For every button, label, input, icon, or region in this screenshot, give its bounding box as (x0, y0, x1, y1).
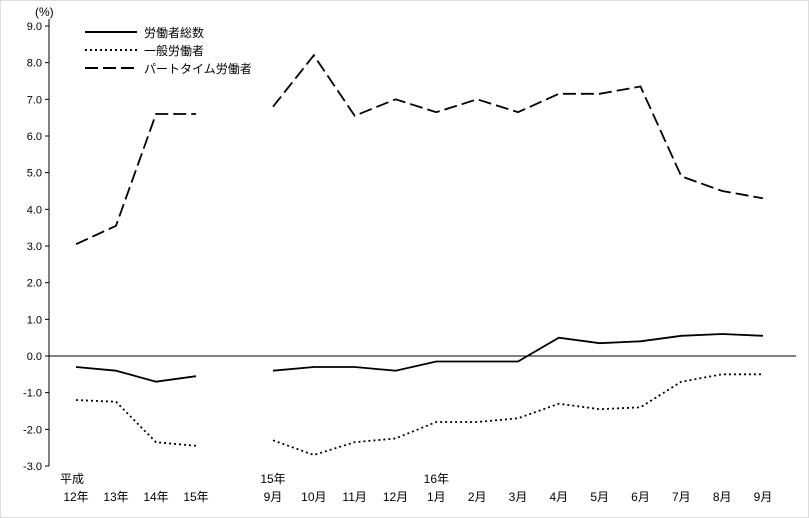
svg-text:8月: 8月 (713, 490, 732, 504)
svg-text:8.0: 8.0 (27, 58, 42, 70)
svg-text:7月: 7月 (672, 490, 691, 504)
svg-text:4月: 4月 (549, 490, 568, 504)
svg-text:-2.0: -2.0 (23, 424, 42, 436)
svg-text:3.0: 3.0 (27, 241, 42, 253)
svg-text:6月: 6月 (631, 490, 650, 504)
dotted-line-icon (85, 49, 137, 51)
svg-text:12月: 12月 (383, 490, 408, 504)
legend-label-total-workers: 労働者総数 (144, 25, 205, 40)
y-axis-unit-label: (%) (35, 5, 54, 19)
svg-text:9.0: 9.0 (27, 21, 42, 33)
svg-text:15年: 15年 (183, 490, 208, 504)
svg-text:-1.0: -1.0 (23, 388, 42, 400)
svg-text:16年: 16年 (424, 472, 449, 486)
solid-line-icon (85, 31, 137, 33)
svg-text:1月: 1月 (427, 490, 446, 504)
dashed-line-icon (85, 67, 137, 69)
legend-item-total-workers: 労働者総数 (85, 23, 252, 41)
svg-text:9月: 9月 (754, 490, 773, 504)
svg-text:11月: 11月 (342, 490, 366, 504)
svg-text:7.0: 7.0 (27, 94, 42, 106)
svg-text:2月: 2月 (468, 490, 487, 504)
svg-text:-3.0: -3.0 (23, 461, 42, 473)
svg-text:5月: 5月 (590, 490, 609, 504)
svg-text:6.0: 6.0 (27, 131, 42, 143)
svg-text:4.0: 4.0 (27, 204, 42, 216)
svg-text:1.0: 1.0 (27, 314, 42, 326)
svg-text:9月: 9月 (264, 490, 283, 504)
svg-text:5.0: 5.0 (27, 168, 42, 180)
legend-item-parttime-workers: パートタイム労働者 (85, 59, 252, 77)
svg-text:2.0: 2.0 (27, 278, 42, 290)
svg-text:13年: 13年 (103, 490, 128, 504)
svg-text:15年: 15年 (260, 472, 285, 486)
svg-text:14年: 14年 (143, 490, 168, 504)
svg-text:12年: 12年 (63, 490, 88, 504)
svg-text:平成: 平成 (60, 472, 84, 486)
svg-text:0.0: 0.0 (27, 351, 42, 363)
legend-label-general-workers: 一般労働者 (144, 43, 205, 58)
svg-text:10月: 10月 (301, 490, 326, 504)
chart-legend: 労働者総数 一般労働者 パートタイム労働者 (85, 23, 252, 77)
svg-text:3月: 3月 (509, 490, 528, 504)
legend-item-general-workers: 一般労働者 (85, 41, 252, 59)
legend-label-parttime-workers: パートタイム労働者 (144, 61, 252, 76)
